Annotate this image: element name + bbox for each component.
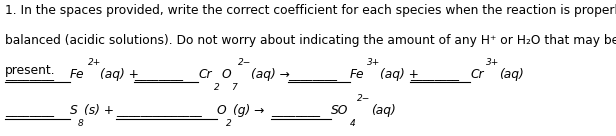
Text: 2+: 2+	[87, 58, 101, 67]
Text: 2: 2	[226, 119, 232, 128]
Text: 3+: 3+	[367, 58, 381, 67]
Text: 4: 4	[350, 119, 355, 128]
Text: SO: SO	[331, 104, 349, 117]
Text: 2−: 2−	[238, 58, 252, 67]
Text: (aq) +: (aq) +	[100, 68, 139, 81]
Text: (aq) →: (aq) →	[251, 68, 290, 81]
Text: present.: present.	[5, 64, 55, 77]
Text: balanced (acidic solutions). Do not worry about indicating the amount of any H⁺ : balanced (acidic solutions). Do not worr…	[5, 34, 616, 47]
Text: Cr: Cr	[470, 68, 484, 81]
Text: O: O	[222, 68, 232, 81]
Text: ________: ________	[288, 68, 338, 81]
Text: (aq): (aq)	[499, 68, 524, 81]
Text: ________: ________	[410, 68, 460, 81]
Text: (s) +: (s) +	[84, 104, 115, 117]
Text: 8: 8	[78, 119, 83, 128]
Text: O: O	[217, 104, 227, 117]
Text: ________: ________	[5, 68, 54, 81]
Text: Fe: Fe	[70, 68, 84, 81]
Text: 3+: 3+	[486, 58, 500, 67]
Text: Fe: Fe	[350, 68, 365, 81]
Text: Cr: Cr	[198, 68, 212, 81]
Text: 1. In the spaces provided, write the correct coefficient for each species when t: 1. In the spaces provided, write the cor…	[5, 4, 616, 17]
Text: S: S	[70, 104, 78, 117]
Text: (g) →: (g) →	[233, 104, 264, 117]
Text: 2: 2	[214, 83, 220, 92]
Text: (aq): (aq)	[371, 104, 395, 117]
Text: ________: ________	[5, 104, 54, 117]
Text: ________: ________	[134, 68, 184, 81]
Text: 2−: 2−	[357, 94, 371, 103]
Text: ________: ________	[271, 104, 320, 117]
Text: 7: 7	[232, 83, 237, 92]
Text: (aq) +: (aq) +	[380, 68, 419, 81]
Text: ______________: ______________	[116, 104, 201, 117]
